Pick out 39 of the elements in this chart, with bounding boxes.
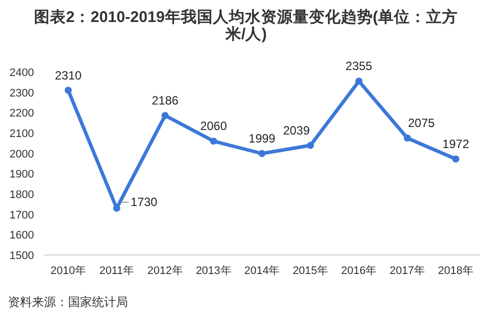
point: [452, 155, 460, 163]
point: [404, 134, 411, 142]
y-tick-label: 2000: [10, 148, 34, 160]
x-tick-label: 2014年: [244, 265, 280, 277]
y-tick-label: 1900: [10, 168, 34, 181]
point: [210, 138, 218, 145]
y-tick-label: 1500: [10, 250, 34, 262]
data-label: 2355: [346, 59, 373, 74]
x-tick-label: 2012年: [147, 265, 183, 277]
x-tick-label: 2015年: [292, 265, 328, 277]
chart-title: 图表2：2010-2019年我国人均水资源量变化趋势(单位：立方米/人): [34, 7, 458, 43]
point: [258, 150, 266, 158]
data-label: 2075: [408, 116, 436, 130]
x-tick-label: 2017年: [390, 265, 426, 277]
text: 资料来源：国家统计局: [8, 295, 128, 309]
data-label: 2060: [200, 119, 228, 134]
point: [64, 86, 72, 94]
data-label: 2186: [152, 94, 179, 108]
x-tick-label: 2010年: [50, 265, 86, 277]
x-tick-label: 2013年: [196, 265, 232, 277]
y-tick-label: 1700: [10, 209, 34, 222]
data-label: 1999: [248, 132, 276, 146]
point: [113, 204, 120, 212]
point: [162, 112, 169, 120]
point: [306, 142, 314, 149]
x-tick-label: 2011年: [99, 265, 134, 277]
y-tick-label: 2100: [10, 128, 34, 140]
data-label: 2310: [54, 68, 82, 82]
point: [355, 78, 362, 85]
data-label: 1972: [442, 137, 470, 152]
data-label: 1730: [130, 195, 158, 210]
data-label: 2039: [283, 123, 310, 138]
y-tick-label: 2200: [10, 108, 34, 120]
y-tick-label: 1800: [10, 189, 34, 201]
y-tick-label: 2300: [10, 87, 34, 100]
y-tick-label: 1600: [10, 230, 34, 242]
y-tick-label: 2400: [10, 67, 34, 79]
x-tick-label: 2016年: [341, 265, 377, 277]
x-tick-label: 2018年: [438, 265, 474, 277]
